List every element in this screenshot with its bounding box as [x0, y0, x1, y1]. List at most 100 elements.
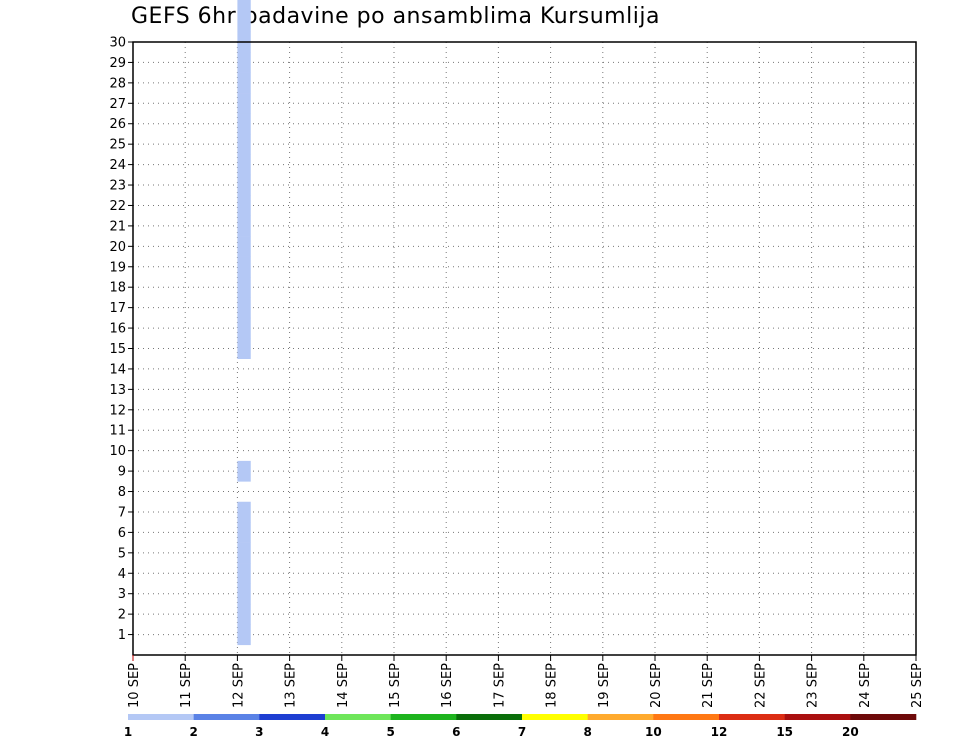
grid: [133, 42, 916, 655]
color-legend: 1 2 3 4 5 6 7 8 10 12 15 20: [124, 714, 917, 739]
y-tick-label: 24: [109, 158, 126, 173]
legend-label: 2: [189, 725, 197, 739]
data-cell: [237, 460, 251, 482]
legend-swatch: [784, 714, 851, 720]
y-tick-label: 1: [118, 628, 126, 643]
y-tick-label: 15: [109, 342, 126, 357]
y-tick-label: 9: [118, 465, 126, 480]
legend-label: 6: [452, 725, 460, 739]
y-tick-label: 23: [109, 179, 126, 194]
y-tick-label: 12: [109, 403, 126, 418]
x-tick-label: 19 SEP: [597, 663, 612, 708]
data-cells: [237, 0, 251, 646]
data-cell: [237, 501, 251, 523]
y-tick-label: 29: [109, 56, 126, 71]
y-tick-label: 3: [118, 587, 126, 602]
legend-swatch: [653, 714, 720, 720]
x-tick-label: 15 SEP: [388, 663, 403, 708]
x-tick-label: 24 SEP: [858, 663, 873, 708]
legend-label: 7: [518, 725, 526, 739]
data-cell: [237, 542, 251, 564]
data-cell: [237, 113, 251, 135]
data-cell: [237, 52, 251, 73]
data-cell: [237, 624, 251, 646]
y-tick-label: 18: [109, 281, 126, 296]
legend-label: 5: [386, 725, 394, 739]
x-tick-label: 20 SEP: [649, 663, 664, 708]
y-tick-label: 2: [118, 608, 126, 623]
data-cell: [237, 93, 251, 114]
y-tick-label: 16: [109, 322, 126, 337]
legend-label: 8: [583, 725, 591, 739]
legend-label: 20: [842, 725, 859, 739]
x-tick-label: 11 SEP: [179, 663, 194, 708]
y-tick-label: 8: [118, 485, 126, 500]
y-tick-label: 25: [109, 138, 126, 153]
data-cell: [237, 256, 251, 278]
data-cell: [237, 133, 251, 155]
data-cell: [237, 522, 251, 543]
data-cell: [237, 215, 251, 237]
legend-label: 1: [124, 725, 132, 739]
x-tick-label: 23 SEP: [806, 663, 821, 708]
data-cell: [237, 0, 251, 12]
legend-label: 10: [645, 725, 662, 739]
y-tick-label: 13: [109, 383, 126, 398]
legend-swatch: [719, 714, 785, 720]
data-cell: [237, 72, 251, 94]
data-cell: [237, 297, 251, 319]
legend-swatch: [850, 714, 917, 720]
x-tick-label: 13 SEP: [284, 663, 299, 708]
y-tick-label: 7: [118, 505, 126, 520]
data-cell: [237, 563, 251, 584]
data-cell: [237, 276, 251, 298]
y-tick-label: 30: [109, 36, 126, 51]
legend-swatch: [325, 714, 391, 720]
y-tick-label: 14: [109, 362, 126, 377]
y-tick-label: 19: [109, 260, 126, 275]
x-axis: 10 SEP 11 SEP 12 SEP 13 SEP 14 SEP 15 SEP 16 S…: [127, 655, 925, 708]
y-tick-label: 17: [109, 301, 126, 316]
x-tick-label: 25 SEP: [910, 663, 925, 708]
legend-swatch: [259, 714, 326, 720]
y-tick-label: 10: [109, 444, 126, 459]
data-cell: [237, 317, 251, 339]
data-cell: [237, 236, 251, 257]
y-tick-label: 11: [109, 424, 126, 439]
data-cell: [237, 195, 251, 216]
y-tick-label: 5: [118, 546, 126, 561]
x-tick-label: 14 SEP: [336, 663, 351, 708]
y-tick-label: 28: [109, 76, 126, 91]
x-tick-label: 16 SEP: [440, 663, 455, 708]
y-axis: 1234567891011121314151617181920212223242…: [109, 36, 133, 643]
legend-label: 4: [321, 725, 329, 739]
y-tick-label: 6: [118, 526, 126, 541]
legend-swatch: [128, 714, 194, 720]
x-tick-label: 12 SEP: [231, 663, 246, 708]
x-tick-label: 21 SEP: [701, 663, 716, 708]
legend-swatch: [390, 714, 457, 720]
data-cell: [237, 154, 251, 176]
data-cell: [237, 338, 251, 360]
legend-label: 15: [776, 725, 793, 739]
legend-swatch: [587, 714, 654, 720]
data-cell: [237, 603, 251, 625]
chart-title: GEFS 6hr padavine po ansamblima Kursumli…: [131, 4, 660, 29]
data-cell: [237, 583, 251, 605]
y-tick-label: 27: [109, 97, 126, 112]
legend-label: 3: [255, 725, 263, 739]
y-tick-label: 22: [109, 199, 126, 214]
data-cell: [237, 11, 251, 33]
legend-swatch: [522, 714, 588, 720]
x-tick-label: 17 SEP: [492, 663, 507, 708]
x-tick-label: 22 SEP: [753, 663, 768, 708]
y-tick-label: 21: [109, 219, 126, 234]
y-tick-label: 26: [109, 117, 126, 132]
y-tick-label: 20: [109, 240, 126, 255]
legend-swatch: [193, 714, 260, 720]
y-tick-label: 4: [118, 567, 126, 582]
legend-swatch: [456, 714, 523, 720]
legend-label: 12: [711, 725, 728, 739]
x-tick-label: 10 SEP: [127, 663, 142, 708]
